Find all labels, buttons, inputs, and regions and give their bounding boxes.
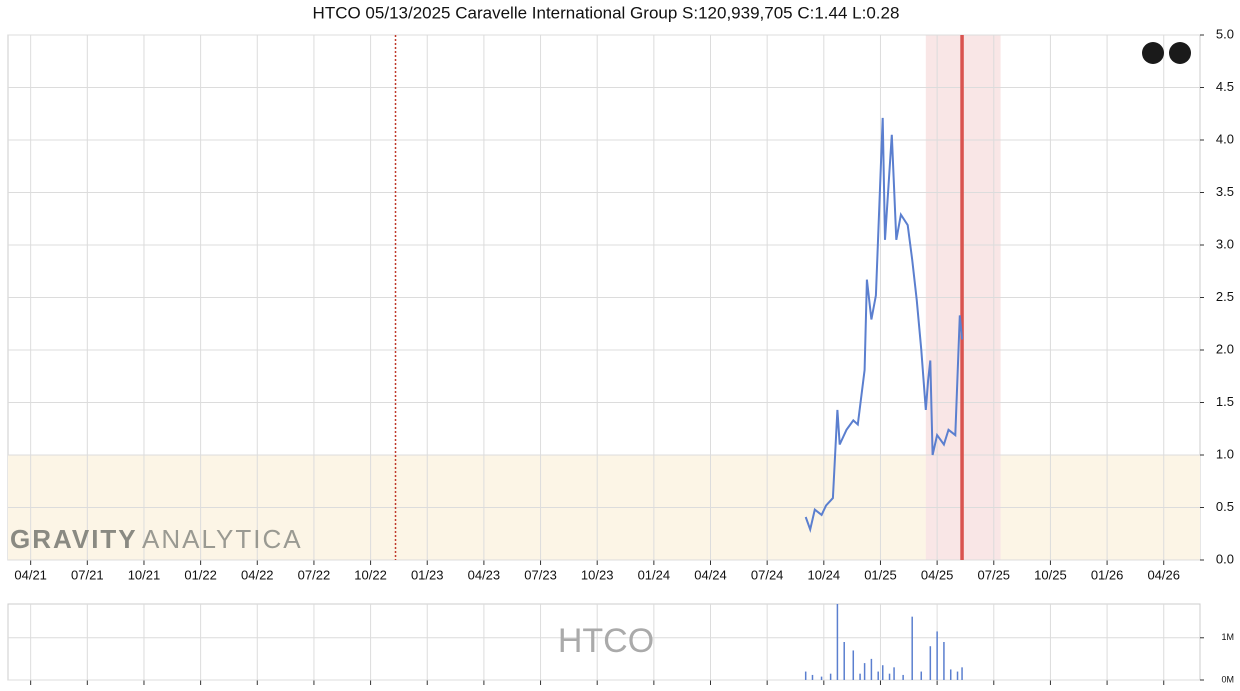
plot-area <box>7 603 1201 681</box>
x-tick-label: 07/21 <box>71 567 104 582</box>
volume-bar <box>893 667 895 680</box>
y-tick-label: 1M <box>1221 632 1234 642</box>
volume-bar <box>943 642 945 680</box>
watermark: HTCO <box>558 622 654 660</box>
x-tick-label: 01/24 <box>638 567 671 582</box>
volume-bar <box>902 674 904 680</box>
x-tick-label: 10/24 <box>808 567 841 582</box>
x-tick-label: 01/23 <box>411 567 444 582</box>
x-tick-label: 04/24 <box>694 567 727 582</box>
volume-bar <box>852 650 855 680</box>
x-tick-label: 10/25 <box>1034 567 1067 582</box>
volume-bar <box>881 665 884 680</box>
volume-bar <box>920 671 923 680</box>
y-tick-label: 3.5 <box>1216 184 1234 199</box>
volume-bar <box>836 604 839 680</box>
volume-bar <box>936 631 938 680</box>
volume-bar <box>811 674 814 680</box>
price-line <box>804 117 964 534</box>
x-tick-label: 10/23 <box>581 567 614 582</box>
chart-title: HTCO 05/13/2025 Caravelle International … <box>313 3 900 22</box>
volume-bar <box>804 671 807 680</box>
volume-bar <box>820 676 823 680</box>
volume-bar <box>956 671 959 680</box>
x-tick-label: 04/21 <box>14 567 47 582</box>
x-tick-label: 10/21 <box>128 567 161 582</box>
y-tick-label: 5.0 <box>1216 26 1234 41</box>
volume-bar <box>961 667 963 680</box>
toggle-button[interactable] <box>1142 42 1164 64</box>
watermark: ANALYTICA <box>142 524 303 554</box>
x-tick-label: 01/22 <box>184 567 217 582</box>
y-tick-label: 0.5 <box>1216 499 1234 514</box>
volume-bar <box>949 669 952 680</box>
y-tick-label: 1.0 <box>1216 446 1234 461</box>
volume-bar <box>929 646 932 680</box>
x-tick-label: 04/23 <box>468 567 501 582</box>
x-tick-label: 07/22 <box>298 567 331 582</box>
volume-bar <box>843 642 845 680</box>
x-tick-label: 07/24 <box>751 567 784 582</box>
y-tick-label: 2.5 <box>1216 289 1234 304</box>
volume-bar <box>911 616 913 680</box>
y-tick-label: 0.0 <box>1216 551 1234 566</box>
y-tick-label: 0M <box>1221 674 1234 684</box>
toggle-button[interactable] <box>1169 42 1191 64</box>
x-tick-label: 04/25 <box>921 567 954 582</box>
y-tick-label: 4.5 <box>1216 79 1234 94</box>
x-tick-label: 01/26 <box>1091 567 1124 582</box>
x-tick-label: 04/22 <box>241 567 274 582</box>
x-tick-label: 04/26 <box>1147 567 1180 582</box>
volume-bar <box>859 673 861 680</box>
x-tick-label: 10/22 <box>354 567 387 582</box>
volume-bar <box>888 673 891 680</box>
volume-bar <box>870 658 873 680</box>
y-tick-label: 2.0 <box>1216 341 1234 356</box>
volume-bar <box>863 663 866 680</box>
y-tick-label: 4.0 <box>1216 131 1234 146</box>
y-tick-label: 3.0 <box>1216 236 1234 251</box>
x-tick-label: 01/25 <box>864 567 897 582</box>
watermark: GRAVITY <box>10 524 138 554</box>
y-tick-label: 1.5 <box>1216 394 1234 409</box>
volume-bar <box>877 671 879 680</box>
x-tick-label: 07/23 <box>524 567 557 582</box>
x-tick-label: 07/25 <box>978 567 1011 582</box>
volume-bar <box>829 673 832 680</box>
